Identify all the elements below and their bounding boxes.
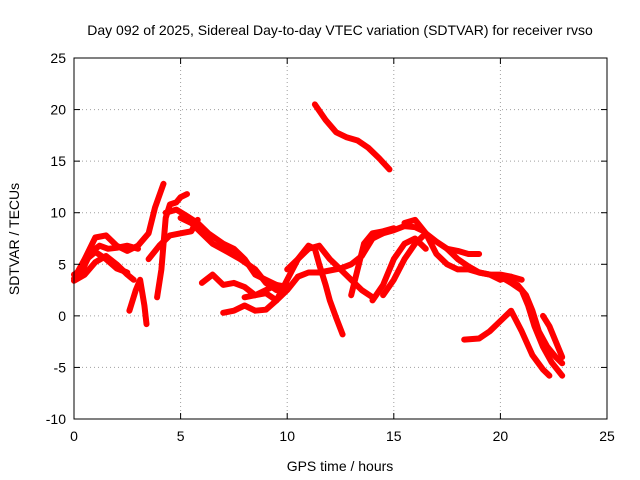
- x-tick-label: 10: [279, 428, 295, 444]
- series-sat-f: [154, 191, 190, 301]
- x-tick-label: 0: [70, 428, 78, 444]
- x-tick-label: 20: [493, 428, 509, 444]
- y-tick-label: 5: [58, 256, 66, 272]
- series-sat-x: [540, 312, 566, 361]
- x-tick-label: 15: [386, 428, 402, 444]
- y-tick-label: 25: [50, 50, 66, 66]
- chart-title: Day 092 of 2025, Sidereal Day-to-day VTE…: [87, 22, 593, 38]
- series-sat-v: [497, 273, 566, 379]
- series-sat-s: [444, 245, 483, 257]
- grid: [74, 58, 607, 419]
- x-tick-label: 5: [177, 428, 185, 444]
- axis-ticks: 0 5 10 15 20 25 -10 -5 0 5 10 15 20 25: [46, 50, 615, 444]
- y-tick-label: -10: [46, 411, 66, 427]
- y-axis-label: SDTVAR / TECUs: [6, 183, 22, 295]
- series-sat-e: [126, 276, 150, 328]
- y-tick-label: 20: [50, 102, 66, 118]
- data-series: [71, 101, 566, 379]
- series-sat-t: [311, 101, 393, 173]
- x-axis-label: GPS time / hours: [287, 458, 394, 474]
- series-sat-u: [461, 307, 553, 379]
- y-tick-label: -5: [54, 359, 67, 375]
- plot-frame: [73, 57, 608, 420]
- series-sat-k: [220, 273, 301, 316]
- series-sat-o: [348, 225, 397, 299]
- series-sat-g: [145, 216, 201, 263]
- series-sat-w: [503, 276, 566, 367]
- series-sat-d: [77, 248, 131, 280]
- y-tick-label: 10: [50, 205, 66, 221]
- y-tick-label: 15: [50, 153, 66, 169]
- series-sat-m: [284, 242, 346, 338]
- x-tick-label: 25: [599, 428, 615, 444]
- y-tick-label: 0: [58, 308, 66, 324]
